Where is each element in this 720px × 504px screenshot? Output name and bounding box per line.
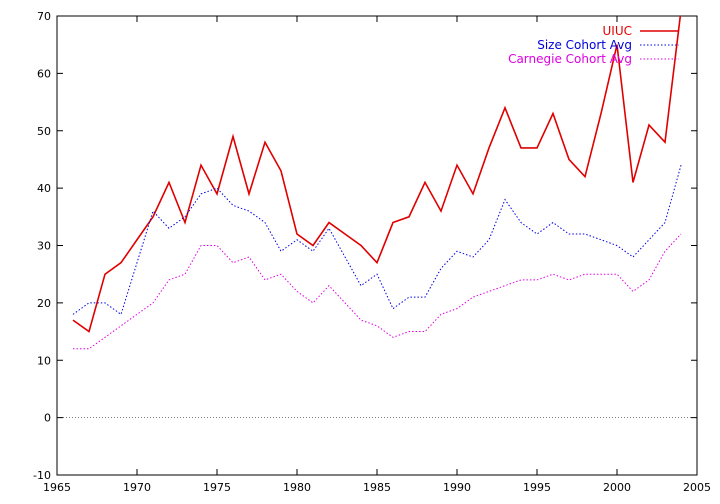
- y-tick-label: 0: [44, 412, 51, 425]
- series-line-carnegie-cohort-avg: [73, 233, 682, 350]
- x-tick-label: 1970: [123, 481, 151, 494]
- legend-label: UIUC: [603, 24, 632, 38]
- y-tick-label: 20: [37, 297, 51, 310]
- legend-label: Carnegie Cohort Avg: [508, 52, 632, 66]
- x-tick-label: 1990: [443, 481, 471, 494]
- x-tick-label: 1980: [283, 481, 311, 494]
- x-tick-label: 1975: [203, 481, 231, 494]
- y-tick-label: -10: [33, 469, 51, 482]
- y-tick-label: 50: [37, 125, 51, 138]
- legend-label: Size Cohort Avg: [537, 38, 632, 52]
- y-tick-label: 10: [37, 354, 51, 367]
- series-line-uiuc: [72, 16, 682, 333]
- x-tick-label: 2000: [603, 481, 631, 494]
- y-tick-label: 40: [37, 182, 51, 195]
- axes: 1965 1970 1975 1980 1985 1990 1995 2000 2005 -10 0…: [33, 10, 711, 494]
- x-tick-label: 1995: [523, 481, 551, 494]
- series-line-size-cohort-avg: [72, 165, 682, 316]
- y-tick-label: 60: [37, 67, 51, 80]
- y-tick-label: 30: [37, 240, 51, 253]
- x-tick-label: 2005: [683, 481, 711, 494]
- y-tick-label: 70: [37, 10, 51, 23]
- series-lines: [72, 16, 682, 350]
- x-tick-label: 1965: [43, 481, 71, 494]
- x-tick-label: 1985: [363, 481, 391, 494]
- plot-frame: [56, 15, 698, 476]
